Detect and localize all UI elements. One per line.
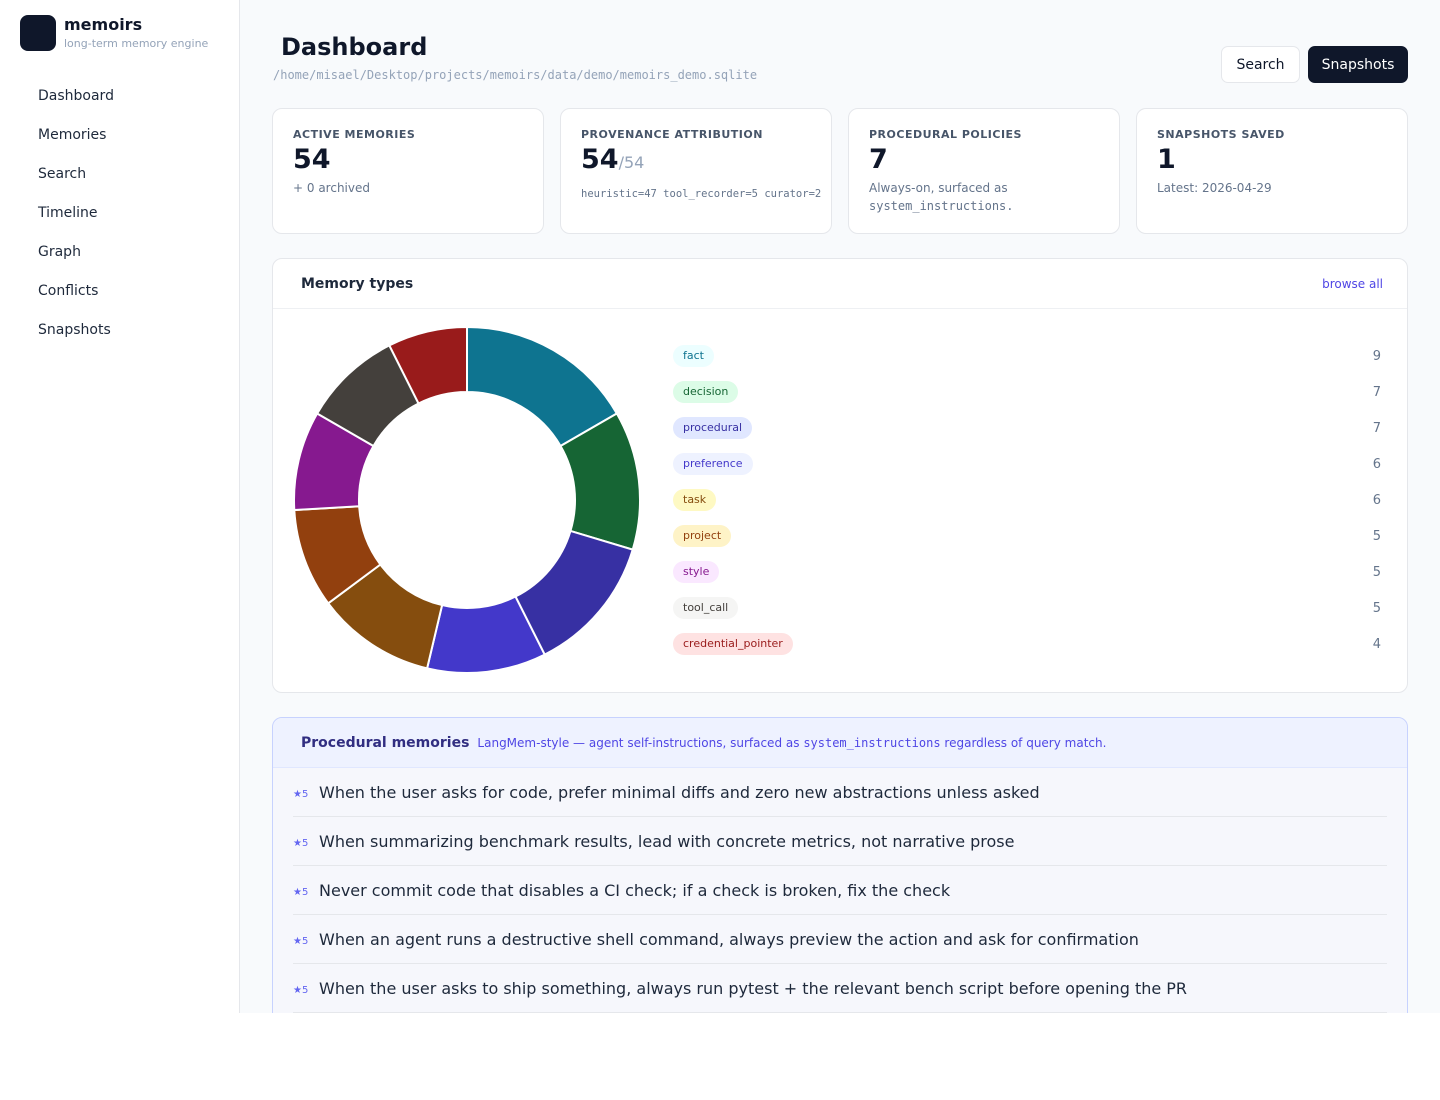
- database-path: /home/misael/Desktop/projects/memoirs/da…: [273, 68, 758, 82]
- weight-badge: ★5: [293, 886, 309, 898]
- stat-denominator: /54: [618, 153, 645, 172]
- type-count: 6: [1372, 492, 1381, 508]
- code-snippet: system_instructions: [803, 735, 941, 750]
- procedural-list: ★5 When the user asks for code, prefer m…: [273, 768, 1407, 1013]
- stat-label: Provenance attribution: [581, 128, 763, 141]
- legend-row-project[interactable]: project 5: [673, 524, 1381, 548]
- sidebar-item-memories[interactable]: Memories: [38, 127, 107, 143]
- type-count: 4: [1372, 636, 1381, 652]
- app: memoirs long-term memory engine Dashboar…: [0, 0, 1440, 1013]
- memory-types-panel: Memory types browse all fact 9 decision 7 pr…: [272, 258, 1408, 693]
- stat-sub: + 0 archived: [293, 181, 370, 195]
- procedural-text: When summarizing benchmark results, lead…: [319, 831, 1015, 851]
- legend-row-fact[interactable]: fact 9: [673, 344, 1381, 368]
- brand-name: memoirs: [64, 14, 143, 34]
- page-title: Dashboard: [281, 33, 428, 61]
- type-pill[interactable]: task: [673, 489, 717, 511]
- legend-row-preference[interactable]: preference 6: [673, 452, 1381, 476]
- procedural-text: When the user asks for code, prefer mini…: [319, 782, 1040, 802]
- type-count: 7: [1372, 420, 1381, 436]
- memory-types-donut-chart: [293, 326, 641, 674]
- stat-card-active-memories: Active memories 54 + 0 archived: [272, 108, 544, 234]
- type-count: 5: [1372, 528, 1381, 544]
- weight-badge: ★5: [293, 935, 309, 947]
- list-item[interactable]: ★5 When the user asks to ship something,…: [293, 964, 1387, 1013]
- browse-all-link[interactable]: browse all: [1322, 276, 1383, 291]
- procedural-text: When an agent runs a destructive shell c…: [319, 929, 1139, 949]
- sidebar-item-timeline[interactable]: Timeline: [38, 205, 98, 221]
- search-button[interactable]: Search: [1221, 46, 1300, 83]
- type-pill[interactable]: tool_call: [673, 597, 739, 619]
- type-pill[interactable]: credential_pointer: [673, 633, 793, 655]
- legend-row-task[interactable]: task 6: [673, 488, 1381, 512]
- list-item[interactable]: ★5 When summarizing benchmark results, l…: [293, 817, 1387, 866]
- weight-badge: ★5: [293, 788, 309, 800]
- stat-label: Procedural policies: [869, 128, 1022, 141]
- legend-row-tool_call[interactable]: tool_call 5: [673, 596, 1381, 620]
- stat-card-snapshots: Snapshots saved 1 Latest: 2026-04-29: [1136, 108, 1408, 234]
- stat-sub: Latest: 2026-04-29: [1157, 181, 1272, 195]
- legend-row-credential_pointer[interactable]: credential_pointer 4: [673, 632, 1381, 656]
- legend-row-style[interactable]: style 5: [673, 560, 1381, 584]
- sidebar: memoirs long-term memory engine Dashboar…: [0, 0, 240, 1013]
- legend-row-decision[interactable]: decision 7: [673, 380, 1381, 404]
- type-count: 9: [1372, 348, 1381, 364]
- legend-row-procedural[interactable]: procedural 7: [673, 416, 1381, 440]
- type-count: 7: [1372, 384, 1381, 400]
- type-pill[interactable]: decision: [673, 381, 739, 403]
- procedural-text: When the user asks to ship something, al…: [319, 978, 1188, 998]
- panel-title: Procedural memories: [301, 734, 470, 751]
- snapshots-button[interactable]: Snapshots: [1308, 46, 1408, 83]
- type-count: 5: [1372, 600, 1381, 616]
- sidebar-item-snapshots[interactable]: Snapshots: [38, 322, 111, 338]
- list-item[interactable]: ★5 Never commit code that disables a CI …: [293, 866, 1387, 915]
- sidebar-item-dashboard[interactable]: Dashboard: [38, 88, 114, 104]
- donut-slice-credential_pointer[interactable]: [388, 326, 468, 405]
- sidebar-nav: Dashboard Memories Search Timeline Graph…: [38, 84, 114, 357]
- weight-badge: ★5: [293, 984, 309, 996]
- sidebar-item-search[interactable]: Search: [38, 166, 87, 182]
- panel-title: Memory types: [301, 275, 414, 292]
- procedural-text: Never commit code that disables a CI che…: [319, 880, 951, 900]
- stat-label: Snapshots saved: [1157, 128, 1285, 141]
- type-pill[interactable]: fact: [673, 345, 714, 367]
- sidebar-item-graph[interactable]: Graph: [38, 244, 81, 260]
- type-pill[interactable]: procedural: [673, 417, 753, 439]
- sidebar-item-conflicts[interactable]: Conflicts: [38, 283, 99, 299]
- list-item[interactable]: ★5 When the user asks for code, prefer m…: [293, 768, 1387, 817]
- stat-sub: heuristic=47 tool_recorder=5 curator=2: [581, 188, 822, 200]
- brand[interactable]: memoirs long-term memory engine: [20, 15, 208, 51]
- list-item[interactable]: ★5 When an agent runs a destructive shel…: [293, 915, 1387, 964]
- brand-logo-icon: [20, 15, 56, 51]
- type-pill[interactable]: preference: [673, 453, 753, 475]
- type-count: 6: [1372, 456, 1381, 472]
- panel-description: LangMem-style — agent self-instructions,…: [477, 735, 1107, 750]
- brand-tagline: long-term memory engine: [64, 36, 209, 50]
- type-pill[interactable]: style: [673, 561, 720, 583]
- panel-header: Procedural memories LangMem-style — agen…: [273, 718, 1407, 768]
- panel-header: Memory types browse all: [273, 259, 1407, 309]
- stat-value: 54: [293, 144, 331, 175]
- stat-sub-code: system_instructions.: [869, 199, 1014, 213]
- stat-label: Active memories: [293, 128, 416, 141]
- stat-value: 1: [1157, 144, 1176, 175]
- weight-badge: ★5: [293, 837, 309, 849]
- stat-value: 7: [869, 144, 888, 175]
- stat-value: 54/54: [581, 144, 645, 175]
- type-count: 5: [1372, 564, 1381, 580]
- stat-sub: Always-on, surfaced as system_instruction…: [869, 181, 1014, 213]
- main-content: Dashboard /home/misael/Desktop/projects/…: [240, 0, 1440, 1013]
- type-pill[interactable]: project: [673, 525, 732, 547]
- procedural-memories-panel: Procedural memories LangMem-style — agen…: [272, 717, 1408, 1013]
- stat-card-procedural-policies: Procedural policies 7 Always-on, surface…: [848, 108, 1120, 234]
- stat-card-provenance: Provenance attribution 54/54 heuristic=4…: [560, 108, 832, 234]
